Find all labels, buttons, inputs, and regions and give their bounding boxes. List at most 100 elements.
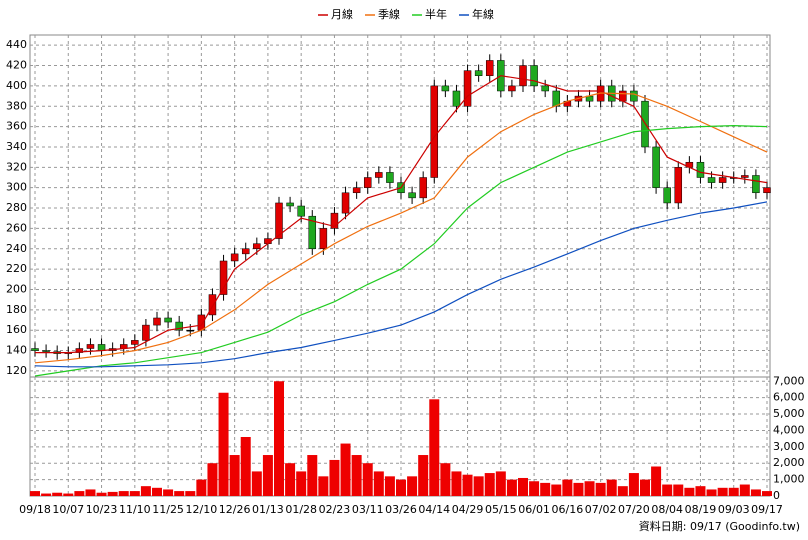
candle-body: [630, 90, 638, 102]
y-tick-label: 360: [6, 120, 27, 133]
candle-body: [75, 348, 84, 353]
legend-label: 年線: [472, 7, 494, 21]
volume-bar: [329, 459, 340, 496]
candle-body: [763, 187, 771, 194]
candle-body: [441, 85, 450, 92]
candle-body: [419, 177, 427, 199]
volume-bar: [85, 489, 96, 496]
candle-body: [718, 177, 727, 183]
volume-bar: [262, 455, 273, 496]
candle-body: [752, 175, 760, 194]
volume-bar: [584, 481, 595, 496]
candle-body: [430, 85, 439, 178]
volume-bar: [129, 491, 140, 496]
y2-tick-label: 6,000: [773, 391, 805, 404]
volume-bar: [640, 479, 650, 496]
ma-line: [35, 75, 768, 354]
volume-bar: [407, 476, 418, 496]
volume-bar: [495, 471, 506, 496]
y2-tick-label: 4,000: [773, 423, 805, 436]
volume-bar: [340, 443, 351, 496]
volume-bar: [418, 455, 429, 496]
ma-line: [34, 124, 768, 377]
volume-bar: [285, 463, 296, 496]
candle-body: [375, 172, 383, 178]
candle-body: [741, 175, 749, 178]
candle-body: [696, 161, 705, 178]
candle-body: [530, 65, 538, 87]
candle-body: [230, 253, 239, 262]
candle-body: [652, 146, 660, 188]
volume-bar: [307, 455, 318, 496]
candle-body: [97, 344, 106, 351]
candle-body: [452, 90, 461, 107]
candle-body: [308, 215, 317, 250]
ma-line: [34, 201, 768, 368]
y-tick-label: 180: [6, 303, 27, 316]
volume-bar: [762, 491, 772, 496]
x-tick-label: 06/16: [552, 503, 584, 516]
candle-body: [131, 340, 139, 345]
candle-body: [707, 177, 716, 183]
y2-tick-label: 1,000: [773, 473, 805, 486]
volume-bar: [174, 491, 185, 496]
volume-bar: [196, 479, 207, 496]
volume-bar: [152, 487, 162, 496]
candle-body: [319, 228, 328, 250]
x-tick-label: 02/23: [319, 503, 351, 516]
volume-bar: [506, 479, 517, 496]
y2-tick-label: 2,000: [773, 456, 805, 469]
candle-body: [86, 344, 95, 349]
y-tick-label: 280: [6, 201, 27, 214]
candle-body: [208, 294, 217, 316]
volume-bar: [750, 489, 761, 496]
y-tick-label: 240: [6, 242, 27, 255]
volume-bar: [296, 471, 307, 496]
x-tick-label: 12/10: [186, 503, 218, 516]
volume-bar: [518, 477, 528, 496]
candle-body: [341, 192, 350, 214]
volume-bar: [107, 491, 118, 496]
candle-body: [474, 70, 483, 76]
x-tick-label: 11/25: [152, 503, 184, 516]
x-tick-label: 10/07: [52, 503, 84, 516]
candle-body: [42, 350, 50, 352]
volume-bar: [384, 476, 395, 496]
y2-tick-label: 7,000: [773, 374, 805, 387]
y-tick-label: 320: [6, 160, 27, 173]
x-tick-label: 11/10: [119, 503, 151, 516]
volume-bar: [362, 463, 373, 496]
volume-bar: [218, 392, 229, 496]
y2-tick-label: 3,000: [773, 440, 805, 453]
volume-bar: [351, 455, 362, 496]
footer: 資料日期: 09/17 (Goodinfo.tw): [639, 519, 800, 533]
y-tick-label: 260: [6, 221, 27, 234]
volume-bar: [540, 482, 551, 496]
candle-body: [674, 167, 683, 204]
x-tick-label: 06/01: [518, 503, 550, 516]
volume-bar: [717, 487, 728, 496]
candle-body: [463, 70, 472, 107]
volume-bar: [617, 486, 628, 496]
y-tick-label: 140: [6, 344, 27, 357]
x-tick-label: 08/19: [685, 503, 717, 516]
volume-bar: [274, 381, 284, 496]
volume-bar: [473, 476, 484, 496]
volume-bar: [373, 471, 384, 496]
y-tick-label: 200: [6, 282, 27, 295]
candle-body: [485, 60, 494, 76]
candle-body: [219, 260, 228, 295]
x-tick-label: 09/17: [751, 503, 783, 516]
volume-bar: [185, 491, 196, 496]
volume-bar: [207, 463, 218, 496]
volume-bar: [451, 471, 462, 496]
volume-bar: [695, 486, 706, 496]
volume-bar: [118, 491, 129, 496]
volume-bar: [739, 484, 750, 496]
volume-bar: [573, 482, 584, 496]
candle-body: [175, 321, 183, 331]
volume-bar: [251, 471, 262, 496]
candle-body: [153, 317, 161, 326]
